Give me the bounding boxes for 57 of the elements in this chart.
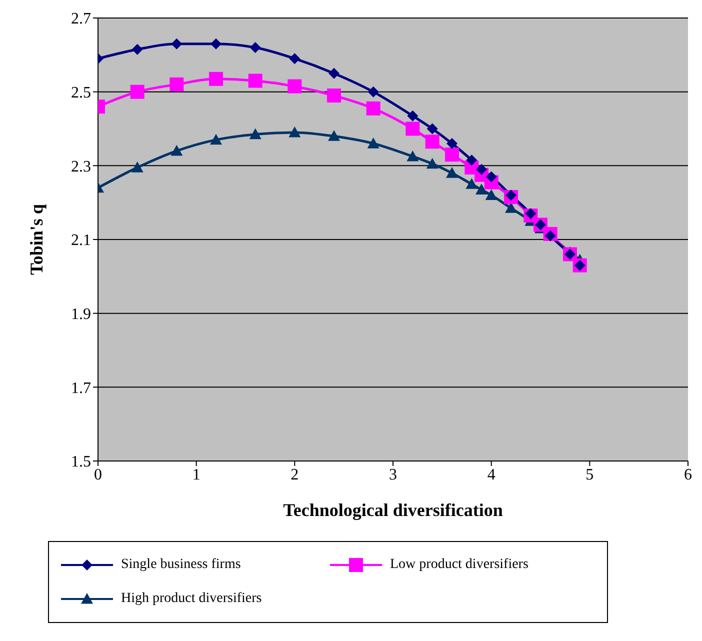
y-tick-label: 2.3 [71,158,91,176]
point [525,208,536,220]
y-tick-label: 2.1 [71,232,91,250]
point [327,88,341,103]
point [466,178,478,189]
point [476,184,488,194]
point [288,79,302,94]
x-tick-label: 5 [586,466,594,484]
legend-label: Single business firms [121,557,241,573]
point [249,128,262,140]
point [486,171,497,182]
y-tick-label: 2.7 [71,10,91,28]
point [210,38,222,50]
point [485,189,498,200]
point [289,53,300,64]
x-tick-label: 6 [684,466,692,484]
y-tick-label: 1.5 [71,454,91,471]
x-tick-label: 3 [389,466,397,484]
point [506,190,516,201]
point [446,138,458,150]
point [426,158,438,169]
point [406,150,419,162]
point [209,72,223,86]
point [170,77,184,92]
legend-label: High product diversifiers [121,591,262,607]
point [288,126,301,138]
point [366,101,380,116]
point [407,110,418,122]
point [210,134,222,145]
point [170,144,183,156]
point [368,86,379,98]
y-axis-title: Tobin's q [26,204,46,275]
point [250,42,261,54]
y-tick-label: 1.9 [71,306,91,324]
point [328,130,340,141]
x-tick-label: 2 [290,466,299,484]
point [130,84,144,99]
x-axis-title: Technological diversification [283,500,503,520]
x-tick-label: 1 [192,466,200,484]
point [426,123,438,134]
point [425,134,440,149]
x-tick-label: 4 [487,466,496,484]
point [445,148,459,162]
legend-label: Low product diversifiers [390,557,528,573]
point [466,154,478,166]
point [367,138,380,148]
point [476,164,487,175]
point [446,167,458,178]
point [171,38,182,50]
point [328,68,340,79]
y-tick-label: 1.7 [71,380,91,397]
point [406,122,420,136]
point [248,74,262,88]
point [131,162,144,172]
y-tick-label: 2.5 [71,84,91,102]
x-tick-label: 0 [94,466,102,484]
point [132,44,143,55]
